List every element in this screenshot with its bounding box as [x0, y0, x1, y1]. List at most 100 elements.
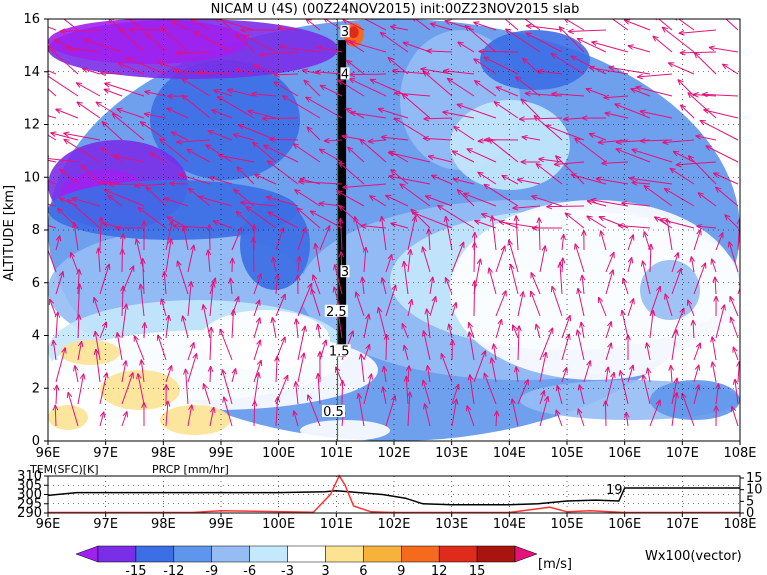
wind-vector [443, 68, 475, 75]
wind-vector [577, 384, 585, 405]
wind-vector [387, 150, 431, 163]
wind-vector [160, 26, 189, 53]
wind-vector [466, 405, 475, 427]
y-tick-label: 0 [32, 434, 40, 449]
shade-region [450, 100, 570, 190]
y-tick-label: 2 [32, 381, 40, 396]
wind-vector [76, 268, 82, 295]
wind-vector [48, 134, 57, 141]
wind-vector [457, 41, 475, 53]
svg-text:4: 4 [341, 67, 349, 82]
wind-vector [145, 185, 167, 207]
wind-vector [275, 293, 286, 317]
wind-vector [591, 40, 629, 53]
wind-vector [576, 287, 585, 317]
wind-vector [104, 82, 145, 97]
wind-vector [363, 343, 371, 361]
wind-vector [491, 343, 498, 361]
x-tick-label: 101E [320, 446, 353, 461]
wind-vector [292, 143, 321, 163]
wind-vector [611, 19, 629, 31]
wind-vector [121, 372, 134, 405]
wind-vector [721, 63, 739, 75]
right-tick-label: 10 [746, 483, 763, 498]
wind-vector [449, 339, 456, 361]
y-tick-label: 8 [32, 223, 40, 238]
wind-vector [181, 315, 189, 339]
wind-vector [555, 384, 563, 405]
wind-vector [48, 298, 57, 317]
wind-vector [339, 380, 346, 405]
colorbar-label: 9 [397, 564, 405, 575]
wind-vector [671, 391, 679, 427]
wind-vector [149, 152, 167, 163]
wind-vector [421, 330, 431, 361]
wind-vector [342, 183, 387, 190]
wind-vector [639, 109, 673, 119]
bottom-series [47, 474, 740, 514]
wind-vector [495, 290, 507, 317]
wind-vector [71, 221, 79, 251]
wind-vector [363, 313, 371, 339]
wind-vector [570, 173, 607, 185]
wind-vector [442, 110, 475, 119]
wind-vector [608, 65, 651, 75]
wind-vector [529, 290, 541, 317]
wind-vector [363, 19, 387, 31]
wind-vector [424, 308, 431, 339]
wind-vector [176, 260, 189, 295]
wind-vector [212, 220, 233, 229]
wind-vector [512, 205, 541, 211]
wind-vector [520, 98, 541, 119]
wind-vector [310, 288, 321, 317]
wind-vector [534, 323, 541, 339]
wind-vector [679, 49, 717, 56]
wind-vector [251, 400, 258, 427]
wind-vector [376, 307, 387, 339]
wind-vector [98, 216, 104, 251]
wind-vector [539, 327, 554, 361]
wind-vector [187, 353, 198, 383]
wind-vector [136, 373, 145, 405]
wind-vector [560, 233, 566, 251]
wind-vector [640, 260, 651, 295]
wind-vector [401, 260, 409, 295]
x-tick-label: 96E [36, 446, 61, 461]
shade-region [348, 26, 359, 39]
wind-vector [336, 190, 365, 207]
wind-vector [232, 133, 255, 141]
wind-vector [471, 280, 478, 317]
wind-vector [466, 148, 497, 163]
wind-vector [504, 19, 519, 31]
wind-vector [205, 144, 233, 163]
wind-vector [144, 89, 167, 97]
wind-vector [388, 174, 431, 185]
wind-vector [318, 201, 343, 207]
wind-vector [710, 361, 717, 383]
wind-vector [315, 372, 322, 405]
wind-vector [390, 169, 409, 185]
wind-vector [624, 411, 630, 427]
wind-vector [251, 224, 257, 251]
wind-vector [349, 110, 387, 119]
contour-label: 0.5 [321, 404, 345, 420]
shade-region [480, 30, 590, 90]
wind-vector [477, 171, 497, 185]
wind-vector [239, 200, 277, 207]
wind-vector [730, 405, 739, 427]
wind-vector [139, 121, 167, 141]
wind-vector [451, 241, 465, 273]
wind-vector [509, 263, 519, 295]
wind-vector [393, 117, 431, 141]
wind-vector [574, 137, 607, 163]
wind-vector [545, 124, 585, 141]
wind-vector [732, 378, 739, 405]
colorbar: -15 -12 -9 -6 -3 3 6 9 12 15 [75, 545, 538, 575]
wind-vector [165, 314, 171, 339]
wind-vector [345, 59, 365, 75]
wind-vector [421, 246, 431, 273]
wind-vector [725, 19, 739, 31]
wind-vector [575, 329, 585, 361]
wind-vector [99, 263, 111, 295]
